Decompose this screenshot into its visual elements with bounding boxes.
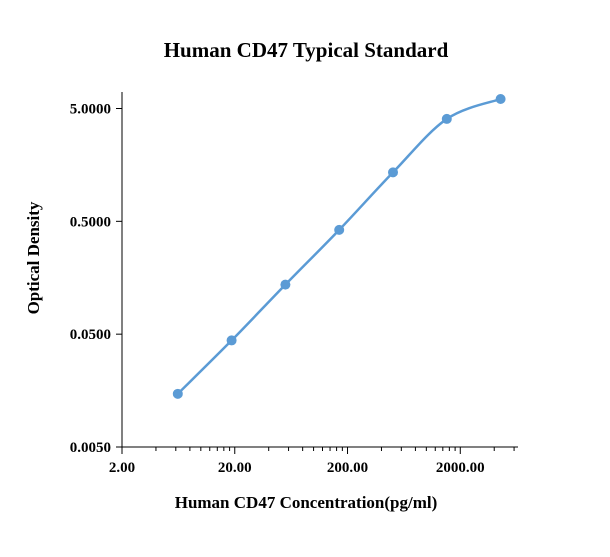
data-point xyxy=(441,113,452,124)
axes xyxy=(121,92,518,448)
x-tick-label: 200.00 xyxy=(327,460,368,476)
data-point xyxy=(334,224,345,235)
x-tick-label: 2.00 xyxy=(109,460,135,476)
x-tick-label: 20.00 xyxy=(218,460,252,476)
data-point xyxy=(172,388,183,399)
data-series xyxy=(172,93,506,399)
data-point xyxy=(495,93,506,104)
y-tick-label: 0.0500 xyxy=(70,327,111,343)
y-tick-label: 5.0000 xyxy=(70,101,111,117)
data-point xyxy=(280,279,291,290)
x-ticks: 2.00 20.00 200.00 2000.00 xyxy=(109,447,515,476)
data-point xyxy=(226,335,237,346)
y-tick-label: 0.0050 xyxy=(70,440,111,456)
y-tick-label: 0.5000 xyxy=(70,214,111,230)
y-axis-label: Optical Density xyxy=(24,201,43,314)
chart-title: Human CD47 Typical Standard xyxy=(164,38,449,62)
series-line xyxy=(176,97,502,395)
x-tick-label: 2000.00 xyxy=(436,460,485,476)
y-ticks: 0.0050 0.0500 0.5000 5.0000 xyxy=(70,101,122,456)
x-axis-label: Human CD47 Concentration(pg/ml) xyxy=(175,493,438,512)
data-point xyxy=(388,167,399,178)
